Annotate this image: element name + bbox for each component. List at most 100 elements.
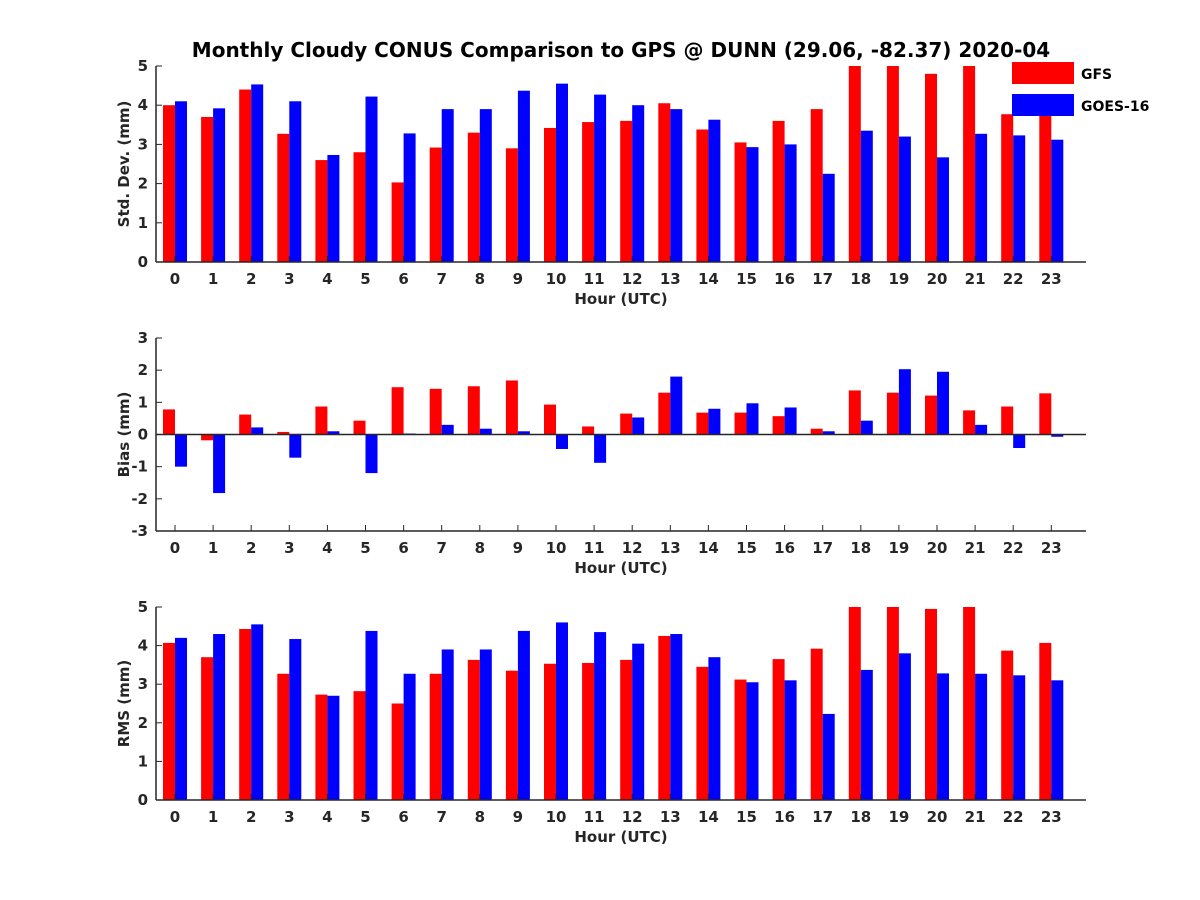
rms-bar-goes16-hour-3 (289, 639, 302, 800)
bias-bar-goes16-hour-8 (479, 428, 492, 435)
legend-swatch-gfs (1012, 62, 1074, 84)
bias-bar-gfs-hour-15 (734, 412, 747, 435)
rms-y-tick-label: 4 (138, 637, 148, 655)
bias-bar-goes16-hour-19 (898, 369, 911, 435)
bias-x-tick-label: 20 (927, 539, 948, 557)
std-dev-bar-gfs-hour-22 (1001, 114, 1014, 262)
bias-bar-gfs-hour-6 (391, 387, 404, 435)
std-dev-bar-gfs-hour-6 (391, 182, 404, 262)
std-dev-bar-gfs-hour-10 (544, 127, 556, 262)
rms-bar-gfs-hour-2 (239, 629, 252, 800)
bias-bar-goes16-hour-11 (594, 434, 607, 463)
bias-x-tick-label: 16 (774, 539, 795, 557)
std-dev-x-tick-label: 12 (622, 270, 643, 288)
bias-x-tick-label: 10 (546, 539, 567, 557)
std-dev-x-tick-label: 13 (660, 270, 681, 288)
std-dev-bar-goes16-hour-17 (822, 173, 835, 262)
rms-bar-gfs-hour-8 (467, 659, 480, 800)
rms-bar-goes16-hour-8 (479, 649, 492, 800)
bias-bar-gfs-hour-23 (1039, 393, 1052, 435)
bias-x-tick-label: 14 (698, 539, 719, 557)
std-dev-bar-gfs-hour-2 (239, 89, 252, 263)
std-dev-bar-gfs-hour-18 (848, 66, 861, 262)
std-dev-bar-goes16-hour-19 (898, 136, 911, 262)
std-dev-bar-gfs-hour-23 (1039, 101, 1052, 262)
bias-x-tick-label: 0 (170, 539, 180, 557)
bias-x-tick-label: 19 (888, 539, 909, 557)
rms-bar-goes16-hour-17 (822, 713, 835, 800)
std-dev-y-axis-label: Std. Dev. (mm) (115, 101, 133, 228)
bias-bar-goes16-hour-21 (975, 424, 988, 435)
bias-bar-goes16-hour-0 (175, 434, 187, 467)
bias-bar-gfs-hour-1 (201, 434, 214, 441)
rms-bar-goes16-hour-10 (556, 622, 568, 800)
std-dev-bar-goes16-hour-23 (1051, 139, 1064, 262)
std-dev-x-tick-label: 22 (1003, 270, 1024, 288)
rms-x-tick-label: 18 (850, 808, 871, 826)
rms-x-tick-label: 9 (513, 808, 523, 826)
bias-x-tick-label: 17 (812, 539, 833, 557)
std-dev-x-tick-label: 10 (546, 270, 567, 288)
rms-bar-goes16-hour-4 (327, 695, 340, 800)
rms-x-tick-label: 4 (322, 808, 332, 826)
bias-x-tick-label: 23 (1041, 539, 1062, 557)
rms-bar-gfs-hour-16 (772, 659, 785, 800)
bias-bar-goes16-hour-23 (1051, 434, 1064, 437)
bias-x-tick-label: 9 (513, 539, 523, 557)
bias-bar-goes16-hour-4 (327, 431, 340, 435)
std-dev-bar-goes16-hour-18 (860, 130, 873, 262)
std-dev-x-tick-label: 11 (584, 270, 605, 288)
rms-bar-gfs-hour-5 (353, 691, 366, 800)
std-dev-y-tick-label: 3 (138, 135, 148, 153)
bias-bar-gfs-hour-4 (315, 406, 328, 435)
rms-bar-goes16-hour-22 (1013, 675, 1026, 800)
rms-bar-gfs-hour-0 (163, 642, 175, 800)
std-dev-x-tick-label: 21 (965, 270, 986, 288)
rms-bar-gfs-hour-4 (315, 694, 328, 800)
std-dev-bar-gfs-hour-16 (772, 120, 785, 262)
rms-bar-goes16-hour-11 (594, 632, 607, 800)
std-dev-x-tick-label: 3 (284, 270, 294, 288)
rms-bar-goes16-hour-20 (937, 673, 949, 800)
bias-bar-gfs-hour-10 (544, 404, 556, 435)
rms-bar-goes16-hour-12 (632, 643, 645, 800)
std-dev-x-tick-label: 2 (246, 270, 256, 288)
bias-bar-gfs-hour-0 (163, 409, 175, 435)
std-dev-bar-gfs-hour-20 (925, 73, 937, 262)
rms-bar-goes16-hour-16 (784, 680, 797, 800)
rms-y-tick-label: 1 (138, 752, 148, 770)
rms-bar-gfs-hour-18 (848, 607, 861, 800)
std-dev-x-tick-label: 23 (1041, 270, 1062, 288)
std-dev-bar-gfs-hour-4 (315, 160, 328, 262)
rms-bar-gfs-hour-9 (505, 670, 518, 800)
std-dev-bar-gfs-hour-21 (963, 66, 976, 262)
bias-y-tick-label: -1 (131, 458, 148, 476)
std-dev-y-tick-label: 1 (138, 214, 148, 232)
rms-bar-gfs-hour-12 (620, 659, 633, 800)
rms-bar-goes16-hour-13 (670, 634, 683, 800)
rms-y-axis-label: RMS (mm) (115, 660, 133, 747)
std-dev-x-tick-label: 9 (513, 270, 523, 288)
std-dev-bar-gfs-hour-9 (505, 148, 518, 262)
rms-bar-goes16-hour-7 (441, 649, 454, 800)
bias-bar-gfs-hour-18 (848, 390, 861, 435)
bias-bar-goes16-hour-12 (632, 417, 645, 435)
std-dev-bar-goes16-hour-16 (784, 144, 797, 262)
rms-bar-goes16-hour-1 (213, 634, 226, 800)
rms-bar-gfs-hour-20 (925, 608, 937, 800)
bias-bar-goes16-hour-10 (556, 434, 568, 449)
bias-bar-gfs-hour-11 (582, 426, 595, 435)
rms-x-tick-label: 1 (208, 808, 218, 826)
std-dev-bar-goes16-hour-0 (175, 101, 187, 262)
std-dev-x-tick-label: 17 (812, 270, 833, 288)
std-dev-bar-gfs-hour-15 (734, 142, 747, 262)
rms-bar-gfs-hour-21 (963, 607, 976, 800)
std-dev-x-tick-label: 19 (888, 270, 909, 288)
bias-bar-gfs-hour-21 (963, 410, 976, 435)
bias-x-tick-label: 13 (660, 539, 681, 557)
rms-bar-gfs-hour-17 (810, 648, 823, 800)
rms-bar-goes16-hour-14 (708, 657, 721, 800)
bias-x-tick-label: 2 (246, 539, 256, 557)
bias-y-tick-label: 3 (138, 329, 148, 347)
